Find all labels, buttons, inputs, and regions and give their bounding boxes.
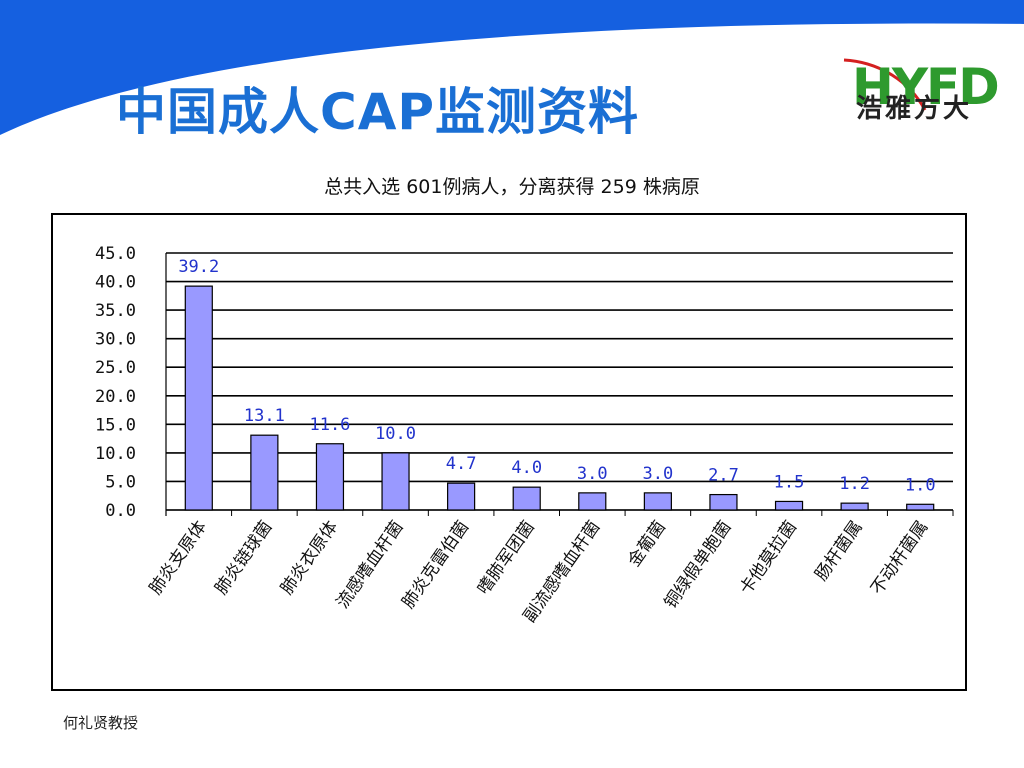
data-label: 1.2: [839, 474, 870, 494]
category-label: 肺炎克雷伯菌: [398, 517, 473, 612]
data-label: 1.0: [905, 475, 936, 495]
category-label: 嗜肺军团菌: [474, 517, 539, 598]
logo-text: 浩雅方大: [856, 94, 973, 124]
bar: [840, 502, 869, 511]
y-tick-label: 45.0: [95, 244, 136, 264]
data-label: 13.1: [244, 406, 285, 426]
category-label: 流感嗜血杆菌: [333, 517, 408, 612]
bar: [906, 503, 935, 511]
category-label: 肺炎衣原体: [277, 517, 342, 598]
y-tick-label: 35.0: [95, 301, 136, 321]
category-label: 肺炎支原体: [146, 517, 211, 598]
chart-subtitle: 总共入选 601例病人，分离获得 259 株病原: [324, 176, 700, 198]
data-label: 3.0: [577, 464, 608, 484]
bar: [512, 486, 541, 511]
bar: [447, 482, 476, 511]
data-label: 1.5: [774, 472, 805, 492]
category-label: 卡他莫拉菌: [736, 517, 801, 598]
y-tick-label: 30.0: [95, 330, 136, 350]
slide-title: 中国成人CAP监测资料: [116, 83, 640, 141]
y-tick-label: 20.0: [95, 387, 136, 407]
y-tick-label: 25.0: [95, 358, 136, 378]
data-label: 4.0: [511, 458, 542, 478]
data-label: 2.7: [708, 466, 739, 486]
bar: [709, 493, 738, 511]
footer-author: 何礼贤教授: [63, 714, 139, 732]
bar: [643, 492, 672, 511]
bar-chart: 0.0 5.0 10.0 15.0 20.0 25.0 30.0 35.0 40.0 45.0 39…: [95, 244, 954, 626]
category-label: 金葡菌: [624, 517, 670, 570]
data-label: 11.6: [309, 415, 350, 435]
bar: [184, 285, 213, 511]
bar: [250, 434, 279, 511]
bar: [774, 500, 804, 511]
data-label: 3.0: [643, 464, 674, 484]
y-tick-label: 15.0: [95, 415, 136, 435]
data-label: 39.2: [178, 257, 219, 277]
y-tick-label: 10.0: [95, 444, 136, 464]
y-tick-label: 40.0: [95, 273, 136, 293]
header-banner: [0, 0, 1024, 135]
bar: [381, 452, 410, 511]
data-label: 10.0: [375, 424, 416, 444]
chart-frame: 0.0 5.0 10.0 15.0 20.0 25.0 30.0 35.0 40.0 45.0 39…: [51, 213, 967, 691]
category-label: 铜绿假单胞菌: [661, 517, 736, 612]
category-label: 肠杆菌属: [811, 517, 866, 584]
hyfd-logo: HYFD: [843, 58, 1000, 116]
svg-text:HYFD: HYFD: [852, 58, 998, 116]
category-label: 不动杆菌属: [867, 517, 932, 598]
y-tick-label: 5.0: [105, 472, 136, 492]
y-tick-label: 0.0: [105, 501, 136, 521]
category-label: 肺炎链球菌: [211, 517, 276, 598]
bar: [315, 443, 345, 511]
bar: [578, 492, 607, 511]
data-label: 4.7: [446, 454, 477, 474]
